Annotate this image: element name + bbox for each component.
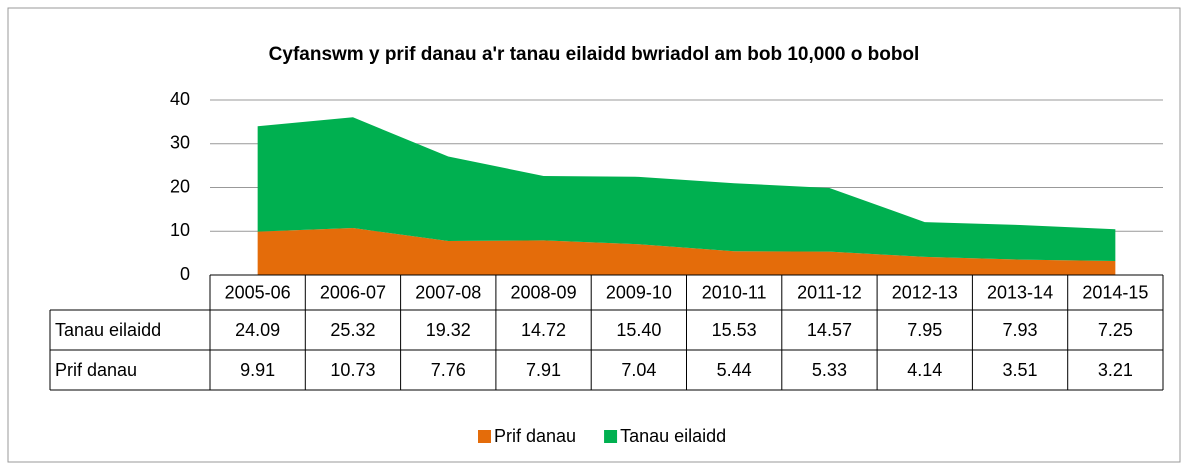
table-cell: 3.21 [1098,360,1133,380]
x-tick-label: 2010-11 [702,282,767,302]
x-tick-label: 2014-15 [1082,282,1148,302]
legend-swatch [478,430,491,443]
table-cell: 7.91 [526,360,561,380]
x-tick-label: 2007-08 [415,282,481,302]
table-cell: 14.57 [807,320,852,340]
table-cell: 7.95 [907,320,942,340]
area [257,117,1116,261]
table-cell: 14.72 [521,320,566,340]
table-cell: 3.51 [1003,360,1038,380]
area [257,228,1116,275]
table-cell: 7.76 [431,360,466,380]
table-cell: 24.09 [235,320,280,340]
y-tick-label: 0 [180,264,190,284]
table-cell: 4.14 [907,360,942,380]
row-label: Tanau eilaidd [55,320,161,340]
table-cell: 15.53 [712,320,757,340]
legend-label: Tanau eilaidd [620,426,726,446]
table-cell: 7.25 [1098,320,1133,340]
x-tick-label: 2011-12 [797,282,862,302]
chart-title: Cyfanswm y prif danau a'r tanau eilaidd … [269,44,920,65]
x-tick-label: 2012-13 [892,282,958,302]
table-cell: 5.44 [717,360,752,380]
y-tick-label: 20 [170,176,190,196]
x-tick-label: 2009-10 [606,282,672,302]
table-cell: 7.93 [1003,320,1038,340]
table-cell: 15.40 [616,320,661,340]
table-cell: 7.04 [621,360,656,380]
table-cell: 25.32 [330,320,375,340]
table-cell: 10.73 [330,360,375,380]
x-tick-label: 2008-09 [511,282,577,302]
legend-label: Prif danau [494,426,576,446]
y-tick-label: 40 [170,89,190,109]
x-tick-label: 2013-14 [987,282,1053,302]
x-tick-label: 2006-07 [320,282,386,302]
table-cell: 5.33 [812,360,847,380]
legend-swatch [604,430,618,443]
y-tick-label: 10 [170,220,190,240]
x-tick-label: 2005-06 [225,282,291,302]
y-tick-label: 30 [170,133,190,153]
table-cell: 19.32 [426,320,471,340]
row-label: Prif danau [55,360,137,380]
table-cell: 9.91 [240,360,275,380]
